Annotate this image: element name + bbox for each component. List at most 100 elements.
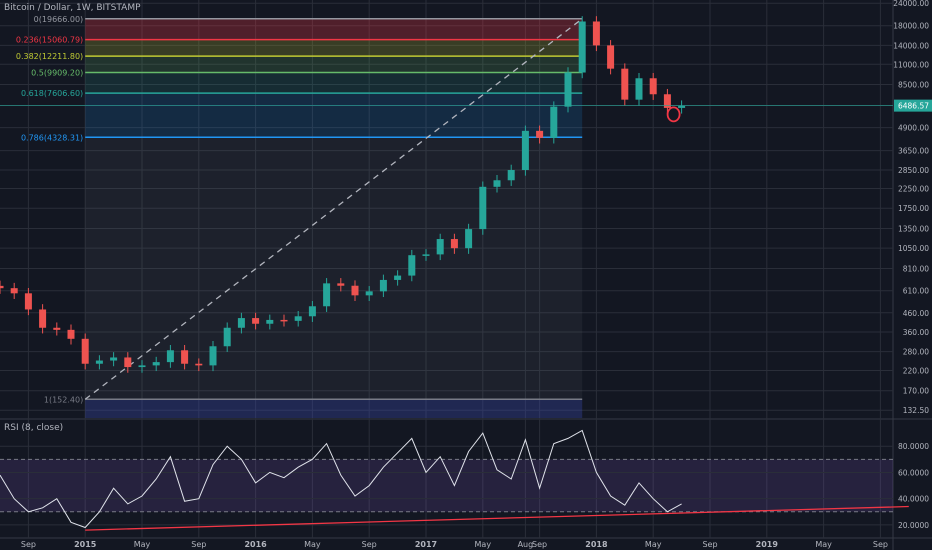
candle [592, 21, 600, 46]
price-tick-label: 460.00 [903, 309, 929, 318]
fib-band [85, 39, 583, 57]
fib-band [85, 72, 583, 94]
candle [223, 327, 231, 347]
rsi-tick-label: 80.0000 [898, 442, 929, 451]
fib-level-label: 0.618(7606.60) [21, 89, 83, 98]
fib-band [85, 56, 583, 73]
fib-band-extension [85, 399, 583, 418]
candle [323, 283, 331, 307]
candle [0, 285, 4, 289]
time-tick-label: Sep [702, 540, 717, 549]
candle [252, 318, 260, 324]
rsi-band [0, 459, 893, 512]
candle [564, 72, 572, 107]
time-tick-label: May [134, 540, 151, 549]
candle [181, 350, 189, 364]
price-tick-label: 1750.00 [898, 204, 929, 213]
candle [493, 180, 501, 187]
candle [678, 105, 686, 108]
candle [10, 288, 18, 294]
candle [379, 279, 387, 292]
price-tick-label: 24000.00 [893, 0, 929, 8]
candle [578, 21, 586, 73]
price-tick-label: 810.00 [903, 265, 929, 274]
candle [465, 229, 473, 249]
fib-level-label: 0.382(12211.80) [16, 52, 83, 61]
price-tick-label: 610.00 [903, 287, 929, 296]
price-tick-label: 360.00 [903, 328, 929, 337]
fib-band [85, 18, 583, 40]
candle [237, 318, 245, 328]
rsi-title: RSI (8, close) [4, 423, 64, 433]
candle [479, 186, 487, 230]
time-tick-label: Sep [191, 540, 206, 549]
price-tick-label: 1050.00 [898, 244, 929, 253]
fib-band [85, 93, 583, 138]
rsi-tick-label: 60.0000 [898, 468, 929, 477]
rsi-trendline [85, 505, 909, 531]
time-tick-label: 2015 [74, 540, 97, 549]
price-tick-label: 11000.00 [893, 60, 929, 69]
candle [138, 365, 146, 368]
candle [621, 68, 629, 100]
candle [294, 316, 302, 321]
fib-band [85, 137, 583, 400]
time-tick-label: Sep [873, 540, 888, 549]
time-tick-label: 2016 [244, 540, 267, 549]
candle [394, 275, 402, 280]
time-tick-label: 2018 [585, 540, 608, 549]
candle [124, 357, 132, 368]
time-tick-label: 2017 [415, 540, 437, 549]
candle [337, 283, 345, 286]
candle [166, 350, 174, 363]
price-tick-label: 4900.00 [898, 124, 929, 133]
time-tick-label: Aug [518, 540, 534, 549]
candle [81, 338, 89, 364]
candles [0, 16, 893, 373]
rsi-line [0, 429, 682, 529]
candle [635, 78, 643, 100]
candle [110, 357, 118, 361]
candle [536, 130, 544, 138]
time-tick-label: Sep [532, 540, 547, 549]
candle [53, 327, 61, 330]
candle [195, 363, 203, 366]
candle [365, 291, 373, 296]
candle [308, 306, 316, 317]
fib-level-label: 0.786(4328.31) [21, 133, 83, 142]
price-axis: 24000.00 18000.00 14000.00 11000.00 8500.00 6… [893, 0, 932, 415]
candle [351, 285, 359, 296]
candle [507, 170, 515, 181]
price-tick-label: 8500.00 [898, 80, 929, 89]
candle [266, 319, 274, 324]
time-tick-label: May [815, 540, 832, 549]
last-price-label: 6486.57 [898, 102, 929, 111]
candle [24, 293, 32, 310]
candle [152, 362, 160, 366]
candle [550, 106, 558, 138]
time-tick-label: May [645, 540, 662, 549]
price-tick-label: 170.00 [903, 387, 929, 396]
price-tick-label: 132.50 [903, 406, 929, 415]
highlight-circle [666, 106, 681, 123]
time-tick-label: 2019 [756, 540, 779, 549]
fib-level-label: 0(19666.00) [34, 15, 84, 24]
candle [95, 360, 103, 364]
candle [649, 78, 657, 95]
candle [280, 319, 288, 322]
fib-level-label: 0.5(9909.20) [31, 68, 83, 77]
candle [209, 346, 217, 366]
candle [663, 94, 671, 108]
price-tick-label: 18000.00 [893, 22, 929, 31]
plot-background [0, 0, 893, 550]
fib-level-label: 0.236(15060.79) [16, 36, 83, 45]
time-tick-label: May [475, 540, 492, 549]
candle [450, 239, 458, 249]
fib-trend-line [84, 18, 583, 400]
time-tick-label: Sep [362, 540, 377, 549]
price-tick-label: 280.00 [903, 348, 929, 357]
fib-level-label: 1(152.40) [44, 395, 83, 404]
price-tick-label: 1350.00 [898, 225, 929, 234]
price-tick-label: 220.00 [903, 367, 929, 376]
